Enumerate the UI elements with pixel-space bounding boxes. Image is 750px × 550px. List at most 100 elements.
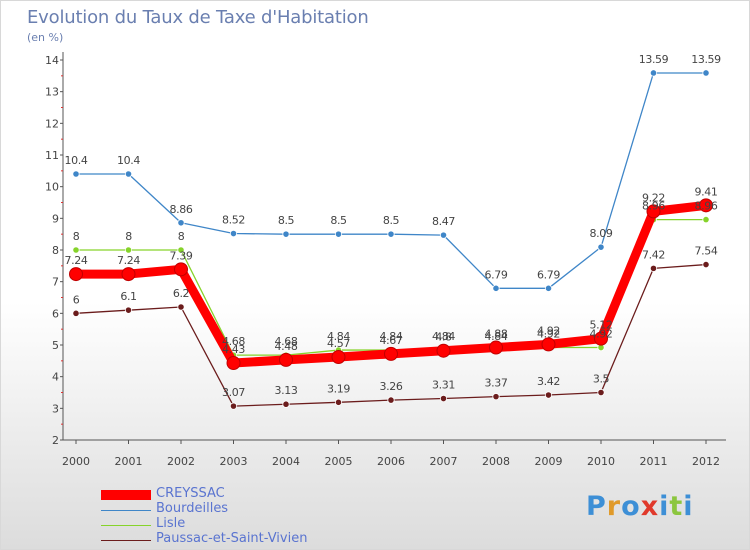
data-point-paussac-et-saint-vivien: [282, 400, 290, 408]
data-label-lisle: 4.92: [590, 328, 613, 341]
data-label-paussac-et-saint-vivien: 6.1: [120, 290, 136, 303]
data-point-bourdeilles: [334, 230, 343, 238]
data-label-creyssac: 5.12: [590, 319, 613, 332]
data-point-paussac-et-saint-vivien: [72, 309, 80, 317]
data-point-creyssac: [541, 337, 556, 352]
data-label-lisle: 4.84: [327, 330, 350, 343]
legend-swatch-paussac: [101, 539, 151, 541]
logo-letter: i: [683, 491, 694, 522]
data-label-paussac-et-saint-vivien: 3.5: [593, 373, 610, 386]
data-label-paussac-et-saint-vivien: 3.13: [275, 384, 298, 397]
y-tick-label: 14: [45, 54, 59, 67]
x-tick-label: 2002: [167, 455, 195, 468]
data-label-bourdeilles: 6.79: [537, 268, 560, 281]
x-tick-label: 2005: [325, 455, 353, 468]
data-label-bourdeilles: 10.4: [117, 154, 140, 167]
y-tick-label: 8: [52, 244, 59, 257]
data-label-bourdeilles: 13.59: [639, 53, 669, 66]
data-label-bourdeilles: 8.47: [432, 215, 455, 228]
data-point-paussac-et-saint-vivien: [177, 303, 185, 311]
data-label-lisle: 8: [125, 230, 132, 243]
logo-letter: o: [621, 491, 641, 522]
data-point-paussac-et-saint-vivien: [229, 402, 238, 410]
x-tick-label: 2008: [482, 455, 510, 468]
data-point-creyssac: [384, 346, 398, 361]
logo-letter: r: [606, 491, 622, 522]
data-point-bourdeilles: [649, 69, 658, 77]
chart-title: Evolution du Taux de Taxe d'Habitation: [27, 7, 369, 28]
data-point-creyssac: [174, 262, 188, 277]
data-point-bourdeilles: [702, 69, 710, 77]
data-point-creyssac: [226, 356, 241, 371]
legend-swatch-creyssac: [101, 489, 151, 500]
x-tick-label: 2006: [377, 455, 405, 468]
data-point-bourdeilles: [544, 284, 553, 292]
data-label-creyssac: 9.22: [642, 191, 665, 204]
data-point-paussac-et-saint-vivien: [124, 306, 133, 314]
data-point-paussac-et-saint-vivien: [702, 260, 710, 269]
data-label-lisle: 4.84: [432, 330, 455, 343]
x-tick-label: 2007: [430, 455, 458, 468]
y-tick-label: 7: [52, 276, 59, 289]
data-label-creyssac: 4.57: [327, 337, 350, 350]
data-label-paussac-et-saint-vivien: 3.37: [485, 377, 508, 390]
legend-label-lisle: Lisle: [156, 516, 186, 531]
data-point-lisle: [72, 246, 80, 254]
data-point-lisle: [124, 246, 133, 254]
data-point-bourdeilles: [72, 170, 80, 178]
data-label-paussac-et-saint-vivien: 6: [73, 293, 80, 306]
data-point-paussac-et-saint-vivien: [649, 264, 658, 272]
data-label-lisle: 4.92: [537, 328, 560, 341]
x-tick-label: 2010: [587, 455, 615, 468]
data-label-creyssac: 7.24: [117, 254, 140, 267]
data-label-paussac-et-saint-vivien: 3.07: [222, 386, 245, 399]
data-label-paussac-et-saint-vivien: 3.42: [537, 375, 560, 388]
legend-label-bourdeilles: Bourdeilles: [156, 501, 229, 516]
x-tick-label: 2000: [62, 455, 90, 468]
data-label-creyssac: 7.24: [65, 254, 88, 267]
data-label-bourdeilles: 8.5: [383, 214, 400, 227]
x-tick-label: 2003: [220, 455, 248, 468]
data-label-bourdeilles: 8.09: [590, 227, 613, 240]
x-tick-label: 2001: [115, 455, 143, 468]
data-point-creyssac: [489, 340, 503, 355]
data-point-bourdeilles: [387, 230, 395, 238]
data-label-paussac-et-saint-vivien: 6.2: [173, 287, 189, 300]
data-point-bourdeilles: [439, 231, 448, 239]
y-tick-label: 10: [45, 181, 59, 194]
legend-label-creyssac: CREYSSAC: [156, 486, 225, 501]
legend-label-paussac: Paussac-et-Saint-Vivien: [156, 531, 308, 546]
data-label-paussac-et-saint-vivien: 7.54: [695, 245, 718, 258]
data-point-bourdeilles: [597, 243, 605, 251]
chart-subtitle: (en %): [27, 31, 64, 44]
data-label-bourdeilles: 10.4: [65, 154, 88, 167]
x-tick-label: 2012: [692, 455, 720, 468]
data-point-lisle: [177, 246, 185, 254]
x-tick-label: 2011: [640, 455, 668, 468]
data-point-bourdeilles: [177, 219, 185, 227]
data-label-creyssac: 4.67: [380, 334, 403, 347]
data-point-creyssac: [69, 267, 83, 282]
y-tick-label: 2: [52, 434, 59, 447]
data-point-bourdeilles: [124, 170, 133, 178]
y-tick-label: 6: [52, 307, 59, 320]
data-label-bourdeilles: 13.59: [691, 53, 721, 66]
data-point-creyssac: [436, 343, 451, 358]
logo-letter: t: [669, 491, 684, 522]
data-point-creyssac: [646, 204, 661, 219]
y-tick-label: 5: [52, 339, 59, 352]
data-label-creyssac: 7.39: [170, 249, 193, 262]
data-point-creyssac: [699, 198, 713, 213]
logo-letter: i: [659, 491, 670, 522]
data-label-creyssac: 4.92: [537, 324, 560, 337]
data-point-paussac-et-saint-vivien: [334, 398, 343, 406]
y-tick-label: 9: [52, 212, 59, 225]
data-label-lisle: 8: [73, 230, 80, 243]
y-tick-label: 3: [52, 402, 59, 415]
data-label-lisle: 4.68: [275, 335, 298, 348]
data-label-lisle: 4.84: [485, 330, 508, 343]
y-tick-label: 13: [45, 86, 59, 99]
y-tick-label: 12: [45, 117, 59, 130]
